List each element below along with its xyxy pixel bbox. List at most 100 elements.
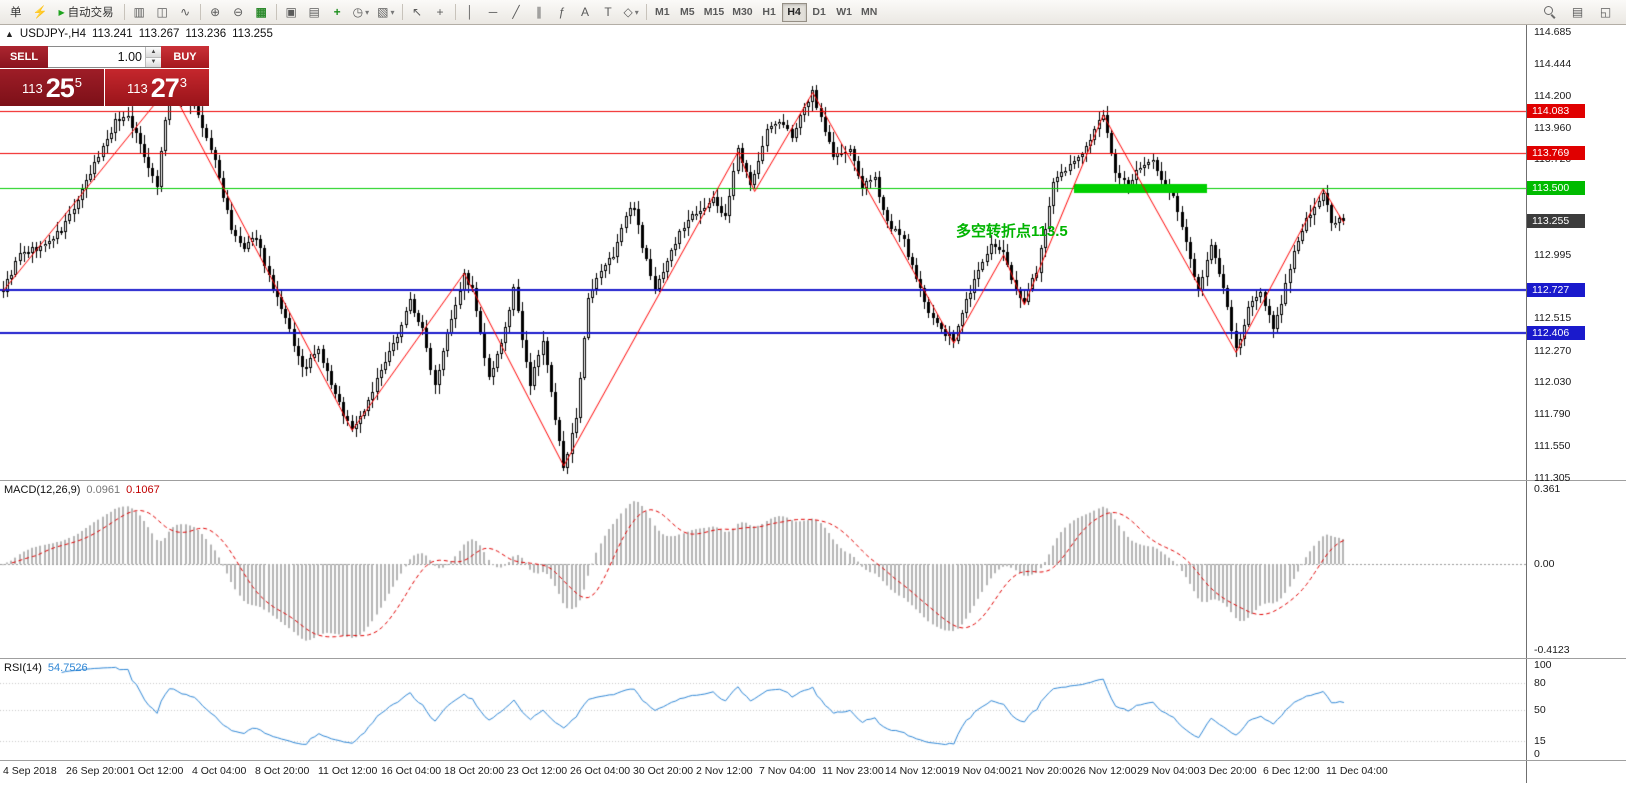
channel-icon[interactable]: ∥: [529, 2, 550, 23]
status-bar-area: [0, 783, 1626, 807]
crosshair-icon[interactable]: +: [430, 2, 451, 23]
sell-button[interactable]: SELL: [0, 46, 48, 68]
candlestick-chart-icon-glyph: ◫: [156, 5, 168, 19]
quick-style-icon[interactable]: ⚡: [30, 2, 51, 23]
quote-low: 113.236: [185, 28, 227, 40]
collapse-chart-icon[interactable]: ▲: [5, 29, 14, 39]
dropdown-arrow-icon: ▾: [634, 7, 639, 17]
price-axis-tick: 111.790: [1534, 408, 1571, 420]
cursor-icon[interactable]: ↖: [407, 2, 428, 23]
time-axis-label: 4 Sep 2018: [3, 765, 57, 777]
dropdown-arrow-icon: ▾: [365, 7, 370, 17]
time-axis-label: 26 Nov 12:00: [1074, 765, 1137, 777]
bar-chart-icon[interactable]: ▥: [129, 2, 150, 23]
macd-chart-canvas[interactable]: [0, 481, 1526, 658]
template-icon[interactable]: ▧ ▾: [374, 2, 397, 23]
volume-input[interactable]: [48, 47, 145, 67]
fullscreen-icon-glyph: ◱: [1599, 5, 1612, 19]
candlestick-chart-canvas[interactable]: [0, 25, 1526, 480]
price-axis-tick: 111.550: [1534, 439, 1571, 452]
quick-style-icon-glyph: ⚡: [32, 5, 48, 19]
dropdown-arrow-icon: ▾: [390, 7, 395, 17]
sell-price-pips: 25: [45, 73, 75, 103]
periodicity-icon[interactable]: ◷ ▾: [350, 2, 373, 23]
timeframe-h1[interactable]: H1: [762, 6, 776, 18]
time-axis-label: 14 Nov 12:00: [885, 765, 948, 777]
volume-up-icon[interactable]: ▲: [146, 47, 161, 58]
buy-button[interactable]: BUY: [161, 46, 209, 68]
price-axis-tick: 112.995: [1534, 249, 1572, 261]
macd-signal-value: 0.1067: [126, 484, 160, 496]
cascade-windows-icon[interactable]: ▤: [304, 2, 325, 23]
fullscreen-icon[interactable]: ◱: [1595, 2, 1616, 23]
vertical-line-icon[interactable]: │: [460, 2, 481, 23]
axis-corner: [1526, 761, 1626, 783]
buy-price-button[interactable]: 113 27 3: [105, 69, 209, 106]
rsi-label: RSI(14) 54.7526: [4, 662, 88, 674]
data-window-icon[interactable]: ▤: [1567, 2, 1588, 23]
sell-price-point: 5: [74, 75, 82, 90]
timeframe-d1[interactable]: D1: [812, 6, 826, 18]
rsi-chart-canvas[interactable]: [0, 659, 1526, 760]
rsi-axis[interactable]: 100 80 50 15 0: [1526, 659, 1626, 760]
timeframe-m30[interactable]: M30: [732, 6, 753, 18]
price-chart-panel: ▲ USDJPY-,H4 113.241 113.267 113.236 113…: [0, 25, 1626, 484]
chart-annotation-text[interactable]: 多空转折点113.5: [956, 223, 1068, 240]
macd-axis-tick: 0.361: [1534, 483, 1561, 495]
buy-price-pips: 27: [150, 73, 180, 103]
rsi-axis-tick: 15: [1534, 734, 1546, 747]
price-level-badge: 112.727: [1527, 283, 1585, 298]
macd-main-value: 0.0961: [86, 484, 121, 496]
shapes-icon[interactable]: ◇ ▾: [621, 2, 642, 23]
rsi-axis-tick: 0: [1534, 748, 1540, 760]
data-window-icon-glyph: ▤: [1571, 5, 1584, 19]
symbol-period-label: USDJPY-,H4: [19, 28, 86, 40]
timeframe-m15[interactable]: M15: [703, 6, 725, 18]
time-axis-label: 30 Oct 20:00: [633, 765, 694, 777]
fibonacci-icon[interactable]: ƒ: [552, 2, 573, 23]
new-chart-icon[interactable]: +: [327, 2, 348, 23]
timeframe-m5[interactable]: M5: [679, 6, 695, 18]
new-order-button[interactable]: 单: [4, 2, 28, 23]
time-axis-label: 16 Oct 04:00: [381, 765, 442, 777]
sell-price-button[interactable]: 113 25 5: [0, 69, 104, 106]
fibonacci-icon-glyph: ƒ: [558, 5, 566, 19]
toolbar-separator: [454, 4, 456, 20]
rsi-axis-tick: 50: [1534, 703, 1546, 716]
price-axis[interactable]: 114.685114.444114.200113.960113.720112.9…: [1526, 25, 1626, 484]
autotrade-button[interactable]: ▶ 自动交易: [53, 2, 120, 23]
chart-title: ▲ USDJPY-,H4 113.241 113.267 113.236 113…: [5, 28, 273, 40]
text-icon[interactable]: A: [575, 2, 596, 23]
horizontal-line-icon[interactable]: ─: [483, 2, 504, 23]
zoom-out-icon-glyph: ⊖: [233, 5, 244, 19]
quote-close: 113.255: [232, 28, 273, 40]
timeframe-m1[interactable]: M1: [654, 6, 670, 18]
macd-panel: MACD(12,26,9) 0.0961 0.1067 0.361 0.00 -0.…: [0, 481, 1626, 659]
zoom-in-icon[interactable]: ⊕: [205, 2, 226, 23]
price-chart-plot: ▲ USDJPY-,H4 113.241 113.267 113.236 113…: [0, 25, 1526, 480]
timeframe-w1[interactable]: W1: [836, 6, 853, 18]
macd-indicator-name: MACD(12,26,9): [4, 484, 81, 496]
volume-down-icon[interactable]: ▼: [146, 57, 161, 67]
timeframe-h4[interactable]: H4: [781, 2, 807, 22]
timeframe-mn[interactable]: MN: [860, 6, 878, 18]
zoom-out-icon[interactable]: ⊖: [228, 2, 249, 23]
line-chart-icon[interactable]: ∿: [175, 2, 196, 23]
cascade-windows-icon-glyph: ▤: [308, 5, 320, 19]
macd-axis[interactable]: 0.361 0.00 -0.4123: [1526, 481, 1626, 658]
grid-icon[interactable]: ▦: [251, 2, 272, 23]
rsi-panel: RSI(14) 54.7526 100 80 50 15 0: [0, 659, 1626, 761]
time-axis[interactable]: 4 Sep 2018 26 Sep 20:00 1 Oct 12:00 4 Oct 0…: [0, 761, 1626, 783]
label-icon[interactable]: T: [598, 2, 619, 23]
price-axis-tick: 114.200: [1534, 89, 1572, 102]
tile-windows-icon[interactable]: ▣: [281, 2, 302, 23]
channel-icon-glyph: ∥: [536, 5, 543, 19]
time-axis-label: 29 Nov 04:00: [1137, 765, 1200, 777]
time-axis-label: 19 Nov 04:00: [948, 765, 1011, 777]
volume-field: ▲ ▼: [48, 46, 161, 68]
trendline-icon[interactable]: ╱: [506, 2, 527, 23]
search-icon[interactable]: [1539, 2, 1560, 23]
trendline-icon-glyph: ╱: [512, 5, 520, 19]
candlestick-chart-icon[interactable]: ◫: [152, 2, 173, 23]
